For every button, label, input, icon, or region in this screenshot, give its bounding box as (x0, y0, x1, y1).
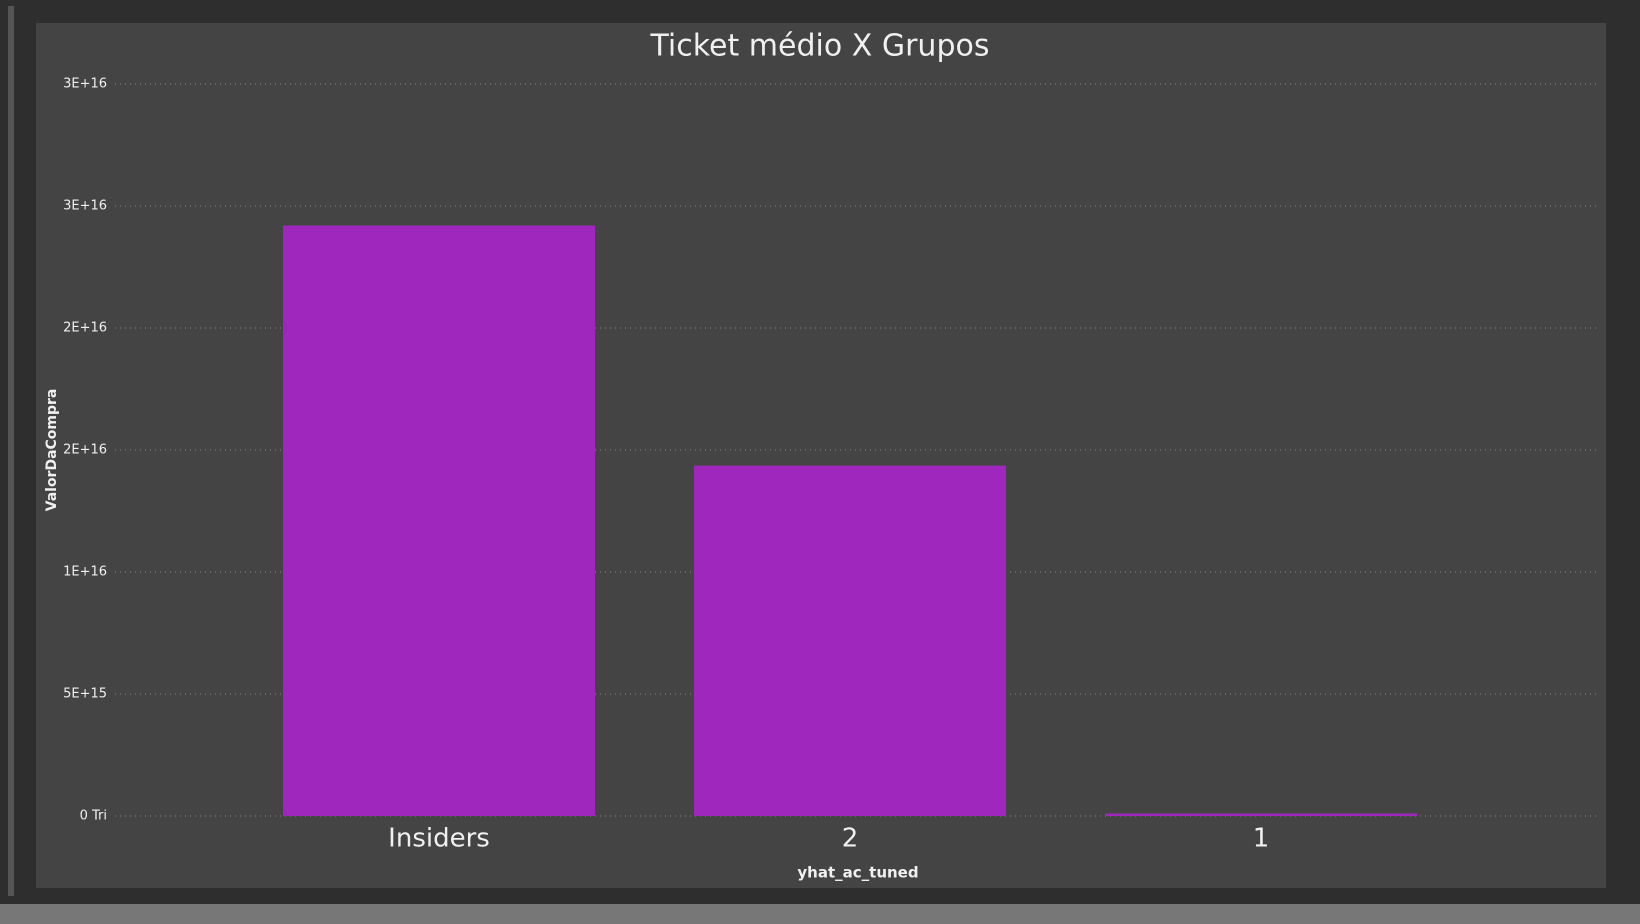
y-tick-label: 3E+16 (63, 199, 107, 214)
bar (694, 465, 1006, 816)
y-axis-title: ValorDaCompra (44, 389, 60, 512)
y-tick-label: 5E+15 (63, 687, 107, 702)
x-tick-label: 2 (842, 824, 859, 854)
x-axis-title: yhat_ac_tuned (797, 864, 918, 882)
bar (1105, 813, 1417, 816)
x-tick-label: Insiders (388, 824, 490, 854)
y-tick-label: 1E+16 (63, 565, 107, 580)
y-tick-label: 3E+16 (63, 77, 107, 92)
bottom-strip (0, 904, 1640, 924)
bar (283, 225, 595, 816)
x-tick-label: 1 (1253, 824, 1270, 854)
y-tick-label: 2E+16 (63, 443, 107, 458)
y-tick-label: 0 Tri (80, 809, 107, 824)
y-tick-label: 2E+16 (63, 321, 107, 336)
chart-title: Ticket médio X Grupos (650, 29, 990, 64)
left-edge (8, 6, 14, 896)
